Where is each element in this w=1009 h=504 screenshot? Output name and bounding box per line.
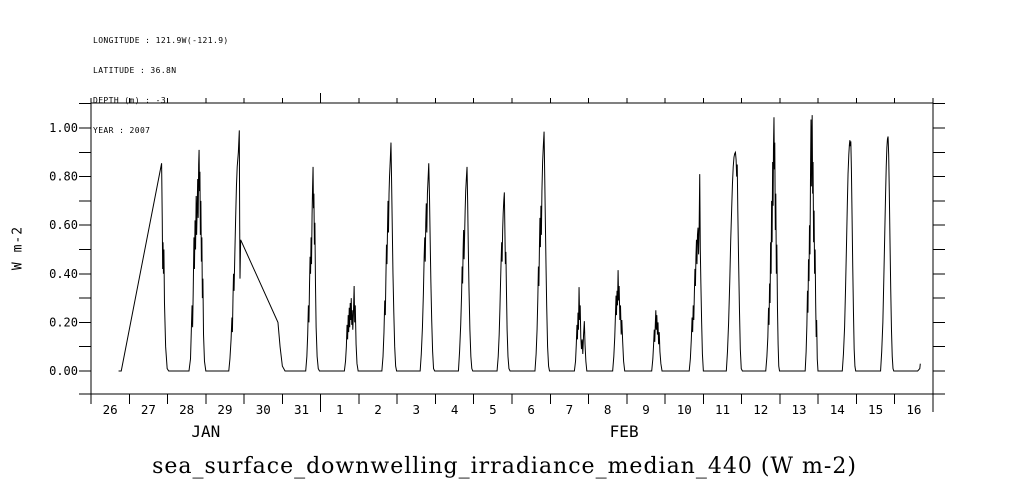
- plot-frame: [90, 102, 934, 395]
- irradiance-line: [118, 115, 921, 372]
- y-tick-label: 0.20: [49, 315, 78, 329]
- x-tick-label: 4: [451, 402, 459, 417]
- x-tick-label: 5: [489, 402, 497, 417]
- x-tick-label: 12: [753, 402, 768, 417]
- x-tick-label: 29: [217, 402, 232, 417]
- metadata-latitude: LATITUDE : 36.8N: [93, 66, 177, 75]
- x-tick-label: 3: [413, 402, 421, 417]
- metadata-depth: DEPTH (m) : -3: [93, 96, 167, 105]
- y-tick-label: 0.80: [49, 170, 78, 184]
- x-tick-label: 16: [906, 402, 921, 417]
- x-tick-label: 7: [566, 402, 574, 417]
- x-tick-label: 10: [677, 402, 692, 417]
- x-tick-label: 6: [527, 402, 535, 417]
- metadata-year: YEAR : 2007: [93, 126, 151, 135]
- x-tick-label: 13: [792, 402, 807, 417]
- x-tick-label: 8: [604, 402, 612, 417]
- x-tick-label: 1: [336, 402, 344, 417]
- x-tick-label: 26: [103, 402, 118, 417]
- x-tick-label: 31: [294, 402, 309, 417]
- y-tick-label: 0.40: [49, 267, 78, 281]
- chart-title: sea_surface_downwelling_irradiance_media…: [152, 454, 857, 479]
- y-tick-label: 0.00: [49, 364, 78, 378]
- x-tick-label: 15: [868, 402, 883, 417]
- metadata-longitude: LONGITUDE : 121.9W(-121.9): [93, 36, 229, 45]
- x-month-label: JAN: [191, 422, 220, 441]
- y-tick-label: 0.60: [49, 218, 78, 232]
- x-month-label: FEB: [610, 422, 639, 441]
- x-tick-label: 11: [715, 402, 730, 417]
- x-tick-label: 9: [642, 402, 650, 417]
- x-tick-label: 30: [256, 402, 271, 417]
- y-tick-label: 1.00: [49, 121, 78, 135]
- x-tick-label: 14: [830, 402, 845, 417]
- x-tick-label: 28: [179, 402, 194, 417]
- x-tick-label: 2: [374, 402, 382, 417]
- x-tick-label: 27: [141, 402, 156, 417]
- metadata-block: LONGITUDE : 121.9W(-121.9) LATITUDE : 36…: [93, 16, 229, 156]
